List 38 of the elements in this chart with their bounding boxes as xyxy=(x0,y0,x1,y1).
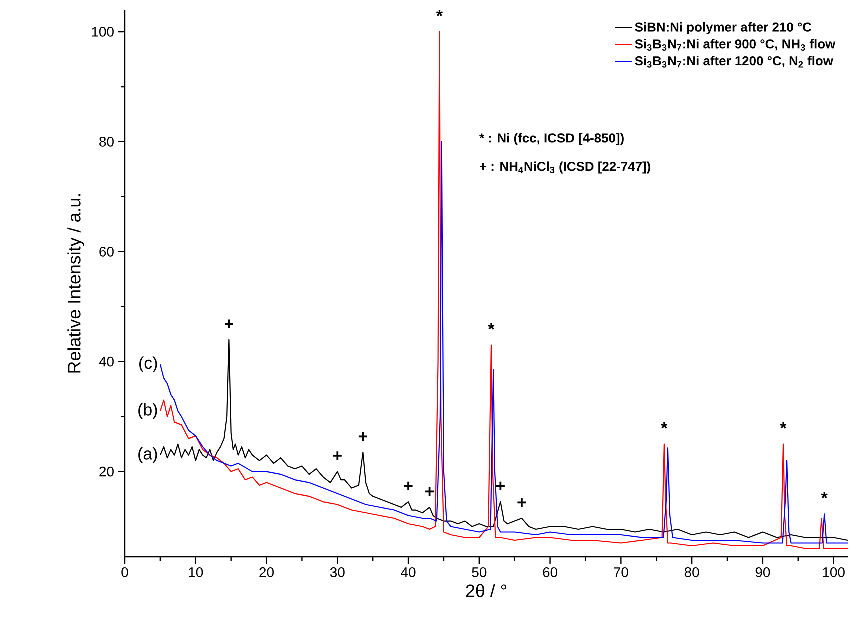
annotation: + xyxy=(426,487,434,496)
x-tick-label: 20 xyxy=(260,568,274,578)
x-tick-label: 60 xyxy=(543,568,558,578)
annotation: + xyxy=(333,452,342,460)
x-tick-label: 40 xyxy=(401,568,416,578)
annotation: * xyxy=(780,422,787,429)
x-tick-label: 30 xyxy=(330,568,345,578)
x-tick-label: 90 xyxy=(756,568,770,578)
annotation: + xyxy=(224,320,234,328)
x-tick-label: 10 xyxy=(189,568,204,578)
annotation: + xyxy=(404,482,413,490)
text: Si$_{3}$B$_{3}$N$_{7}$:Ni after 1200 °C, N$_{2}$ flow xyxy=(635,56,834,68)
annotation: * xyxy=(661,422,668,429)
annotation: (a) xyxy=(138,447,158,464)
annotation: * : Ni (fcc, ICSD [4-850]) xyxy=(480,133,624,146)
y-tick-label: 100 xyxy=(92,27,114,37)
x-tick-label: 0 xyxy=(122,568,128,578)
y-tick-label: 40 xyxy=(99,356,114,367)
annotation: + xyxy=(358,432,368,442)
annotation: * xyxy=(821,492,828,499)
annotation: * xyxy=(436,10,444,16)
annotation: (c) xyxy=(140,356,158,372)
text: Si$_{3}$B$_{3}$N$_{7}$:Ni after 900 °C, NH$_{3}$ flow xyxy=(635,39,836,51)
legend-label: SiBN:Ni polymer after 210 °C xyxy=(635,22,812,34)
x-tick-label: 100 xyxy=(823,568,845,578)
annotation: + xyxy=(518,498,526,507)
annotation: + : NH$_{4}$NiCl$_{3}$ (ICSD [22-747]) xyxy=(480,162,650,174)
annotation: * xyxy=(488,323,495,330)
y-axis-title: Relative Intensity / a.u. xyxy=(68,194,84,373)
x-tick-label: 80 xyxy=(684,568,700,578)
x-axis-title: 2θ / ° xyxy=(466,584,506,598)
x-tick-label: 50 xyxy=(472,568,487,578)
y-tick-label: 60 xyxy=(100,246,114,257)
annotation: + xyxy=(496,482,505,490)
x-tick-label: 70 xyxy=(614,568,628,578)
y-tick-label: 20 xyxy=(100,466,114,477)
y-tick-label: 80 xyxy=(100,136,114,147)
annotation: (b) xyxy=(138,403,158,420)
